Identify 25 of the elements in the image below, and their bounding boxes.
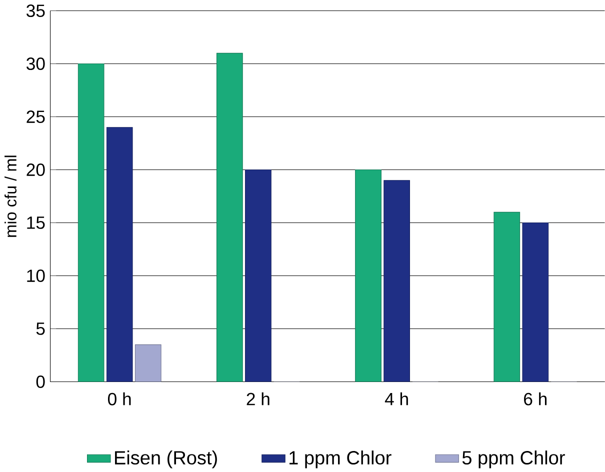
legend-label: 5 ppm Chlor (462, 450, 565, 468)
x-tick-label: 0 h (108, 392, 131, 406)
y-tick-label: 0 (36, 376, 45, 388)
y-axis-title: mio cfu / ml (4, 156, 16, 237)
y-tick-label: 35 (26, 4, 45, 18)
bar (494, 212, 520, 382)
bar (78, 64, 104, 382)
y-tick-label: 10 (27, 270, 45, 282)
bar (134, 344, 162, 382)
y-tick-label: 25 (26, 110, 45, 124)
y-tick-label: 5 (36, 322, 45, 336)
y-tick-label: 20 (26, 164, 45, 176)
y-tick-label: 30 (26, 58, 45, 70)
x-tick-label: 6 h (524, 392, 547, 406)
y-tick-label: 15 (27, 216, 45, 230)
bar (245, 170, 272, 382)
bar (355, 170, 382, 382)
legend-label: Eisen (Rost) (115, 450, 217, 468)
bar (522, 222, 549, 382)
bar (106, 127, 133, 382)
legend-label: 1 ppm Chlor (290, 450, 392, 468)
bar (384, 180, 410, 382)
bar (216, 52, 243, 382)
x-tick-label: 4 h (384, 392, 408, 406)
x-tick-label: 2 h (246, 392, 270, 406)
